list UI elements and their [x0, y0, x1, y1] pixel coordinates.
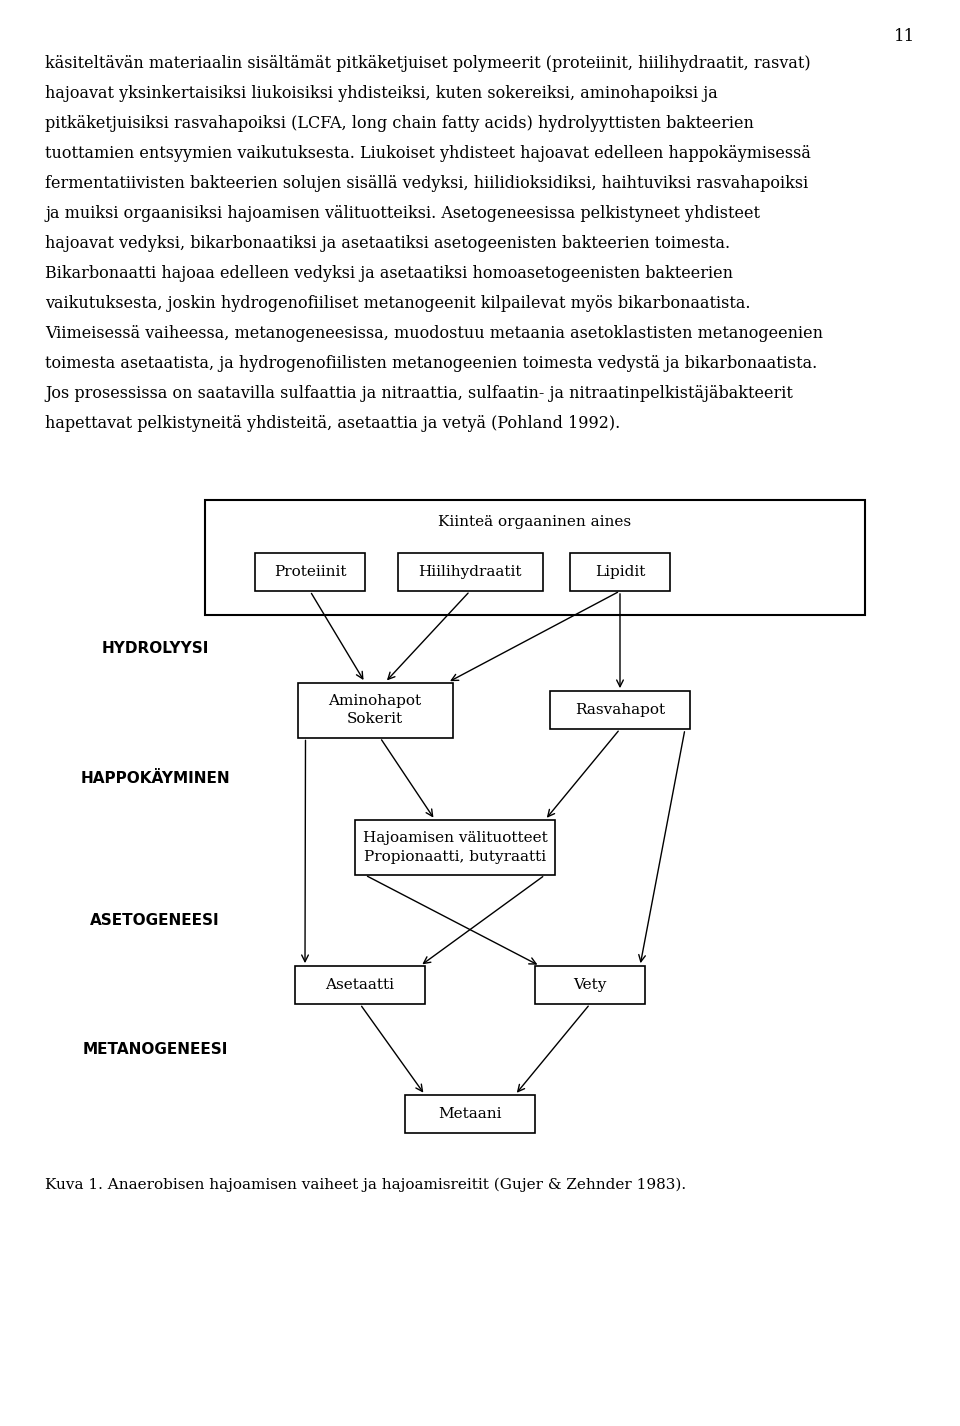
Text: hajoavat yksinkertaisiksi liukoisiksi yhdisteiksi, kuten sokereiksi, aminohapoik: hajoavat yksinkertaisiksi liukoisiksi yh…: [45, 86, 718, 103]
Text: hapettavat pelkistyneitä yhdisteitä, asetaattia ja vetyä (Pohland 1992).: hapettavat pelkistyneitä yhdisteitä, ase…: [45, 415, 620, 432]
Text: Hajoamisen välituotteet
Propionaatti, butyraatti: Hajoamisen välituotteet Propionaatti, bu…: [363, 831, 547, 864]
Text: METANOGENEESI: METANOGENEESI: [83, 1042, 228, 1057]
Text: HYDROLYYSI: HYDROLYYSI: [102, 642, 208, 656]
Text: ASETOGENEESI: ASETOGENEESI: [90, 913, 220, 928]
Text: Hiilihydraatit: Hiilihydraatit: [419, 565, 521, 579]
Text: Vety: Vety: [573, 978, 607, 992]
Text: käsiteltävän materiaalin sisältämät pitkäketjuiset polymeerit (proteiinit, hiili: käsiteltävän materiaalin sisältämät pitk…: [45, 56, 810, 71]
Bar: [355, 820, 555, 876]
Bar: [535, 965, 645, 1004]
Text: Proteiinit: Proteiinit: [274, 565, 347, 579]
Bar: [295, 965, 425, 1004]
Text: Metaani: Metaani: [439, 1107, 502, 1121]
Bar: [255, 553, 365, 590]
Text: tuottamien entsyymien vaikutuksesta. Liukoiset yhdisteet hajoavat edelleen happo: tuottamien entsyymien vaikutuksesta. Liu…: [45, 145, 811, 163]
Bar: [298, 683, 452, 737]
Text: 11: 11: [894, 29, 915, 46]
Text: Viimeisessä vaiheessa, metanogeneesissa, muodostuu metaania asetoklastisten meta: Viimeisessä vaiheessa, metanogeneesissa,…: [45, 325, 823, 342]
Text: Kiinteä orgaaninen aines: Kiinteä orgaaninen aines: [439, 515, 632, 529]
Text: toimesta asetaatista, ja hydrogenofiilisten metanogeenien toimesta vedystä ja bi: toimesta asetaatista, ja hydrogenofiilis…: [45, 355, 817, 372]
Text: pitkäketjuisiksi rasvahapoiksi (LCFA, long chain fatty acids) hydrolyyttisten ba: pitkäketjuisiksi rasvahapoiksi (LCFA, lo…: [45, 116, 754, 133]
Text: fermentatiivisten bakteerien solujen sisällä vedyksi, hiilidioksidiksi, haihtuvi: fermentatiivisten bakteerien solujen sis…: [45, 175, 808, 193]
Text: Asetaatti: Asetaatti: [325, 978, 395, 992]
Bar: [205, 501, 865, 615]
Text: hajoavat vedyksi, bikarbonaatiksi ja asetaatiksi asetogeenisten bakteerien toime: hajoavat vedyksi, bikarbonaatiksi ja ase…: [45, 235, 731, 252]
Text: Aminohapot
Sokerit: Aminohapot Sokerit: [328, 694, 421, 726]
Bar: [570, 553, 670, 590]
Text: Kuva 1. Anaerobisen hajoamisen vaiheet ja hajoamisreitit (Gujer & Zehnder 1983).: Kuva 1. Anaerobisen hajoamisen vaiheet j…: [45, 1178, 686, 1192]
Bar: [550, 692, 690, 729]
Bar: [405, 1095, 535, 1134]
Text: Rasvahapot: Rasvahapot: [575, 703, 665, 717]
Text: ja muiksi orgaanisiksi hajoamisen välituotteiksi. Asetogeneesissa pelkistyneet y: ja muiksi orgaanisiksi hajoamisen välitu…: [45, 205, 760, 222]
Text: Jos prosessissa on saatavilla sulfaattia ja nitraattia, sulfaatin- ja nitraatinp: Jos prosessissa on saatavilla sulfaattia…: [45, 385, 793, 402]
Text: Bikarbonaatti hajoaa edelleen vedyksi ja asetaatiksi homoasetogeenisten bakteeri: Bikarbonaatti hajoaa edelleen vedyksi ja…: [45, 265, 733, 282]
Text: vaikutuksesta, joskin hydrogenofiiliset metanogeenit kilpailevat myös bikarbonaa: vaikutuksesta, joskin hydrogenofiiliset …: [45, 295, 751, 312]
Text: Lipidit: Lipidit: [595, 565, 645, 579]
Bar: [397, 553, 542, 590]
Text: HAPPOKÄYMINEN: HAPPOKÄYMINEN: [81, 771, 229, 786]
